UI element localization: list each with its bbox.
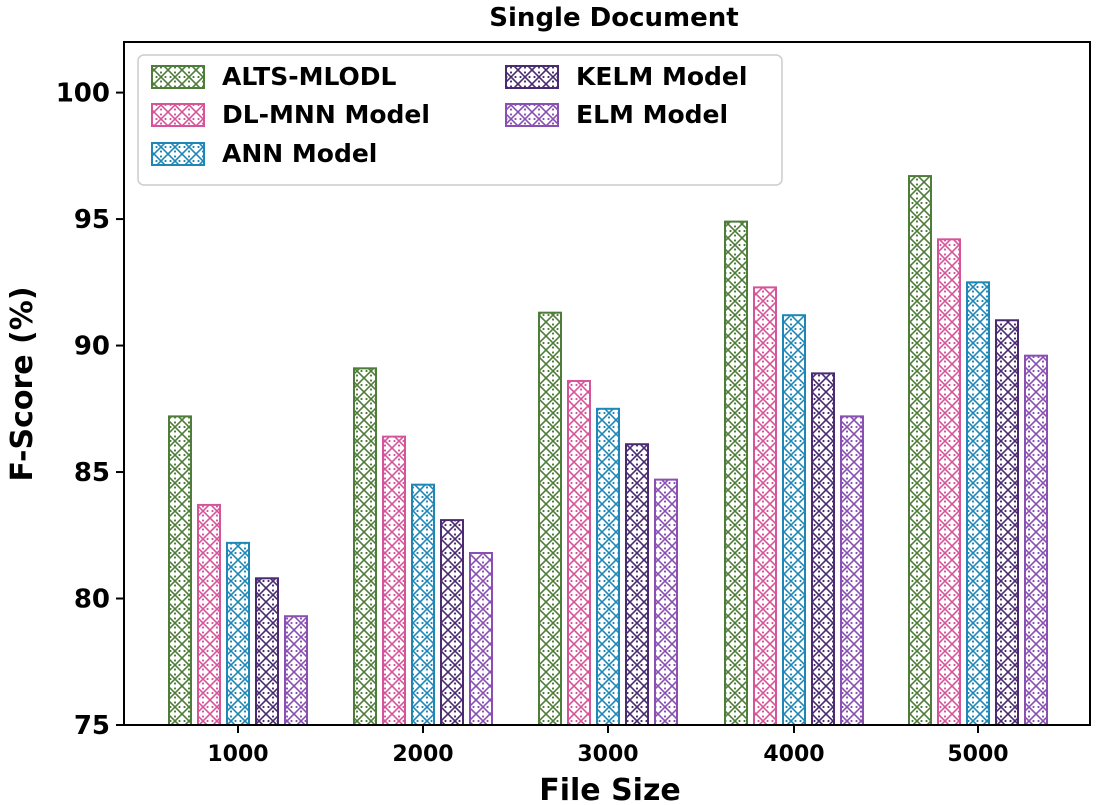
y-tick-label: 90 [74,332,110,362]
y-tick-label: 80 [74,585,110,615]
bar-dl-mnn-model-5000 [937,238,961,727]
axes: 75 80 85 90 95 100 1000 2000 3000 4000 5000 [56,79,1009,767]
x-tick-label: 1000 [207,742,268,767]
x-tick-label: 4000 [763,742,824,767]
legend-swatch-ann-model [151,142,205,166]
bar-alts-mlodl-2000 [353,367,377,726]
y-tick-label: 75 [74,711,110,741]
legend-label-kelm-model: KELM Model [576,62,747,91]
legend-swatch-kelm-model [505,65,559,89]
bar-alts-mlodl-4000 [724,220,748,726]
y-tick-label: 95 [74,205,110,235]
bar-ann-model-3000 [596,407,620,726]
bar-kelm-model-3000 [625,443,649,726]
bar-elm-model-4000 [840,415,864,726]
bar-elm-model-3000 [654,478,678,726]
x-tick-label: 3000 [577,742,638,767]
y-tick-label: 85 [74,458,110,488]
bar-kelm-model-5000 [995,319,1019,726]
plot-area [168,175,1048,727]
y-tick-label: 100 [56,79,110,109]
y-axis-label: F-Score (%) [5,286,40,481]
bar-alts-mlodl-1000 [168,415,192,726]
legend-label-dl-mnn-model: DL-MNN Model [222,100,430,129]
bar-kelm-model-4000 [811,372,835,726]
x-axis-label: File Size [539,773,681,805]
bar-dl-mnn-model-3000 [567,379,591,726]
legend-label-alts-mlodl: ALTS-MLODL [222,62,396,91]
x-tick-label: 5000 [947,742,1008,767]
x-tick-label: 2000 [392,742,453,767]
bar-alts-mlodl-5000 [908,175,932,726]
legend: ALTS-MLODL DL-MNN Model ANN Model KELM Mode… [137,54,783,186]
bar-ann-model-5000 [966,281,990,726]
legend-swatch-alts-mlodl [151,65,205,89]
bar-dl-mnn-model-4000 [753,286,777,726]
bar-ann-model-1000 [226,541,250,726]
legend-swatch-dl-mnn-model [151,103,205,127]
chart-title: Single Document [489,3,738,33]
bar-dl-mnn-model-2000 [382,435,406,726]
bar-elm-model-2000 [469,551,493,726]
bar-ann-model-2000 [411,483,435,726]
bar-elm-model-1000 [284,615,308,727]
bar-alts-mlodl-3000 [538,311,562,726]
bar-kelm-model-2000 [440,519,464,726]
legend-swatch-elm-model [505,103,559,127]
legend-label-ann-model: ANN Model [222,139,377,168]
bar-elm-model-5000 [1024,354,1048,726]
legend-label-elm-model: ELM Model [576,100,728,129]
legend-box [137,54,783,186]
bar-kelm-model-1000 [255,577,279,727]
bar-dl-mnn-model-1000 [197,503,221,726]
bar-ann-model-4000 [782,314,806,726]
